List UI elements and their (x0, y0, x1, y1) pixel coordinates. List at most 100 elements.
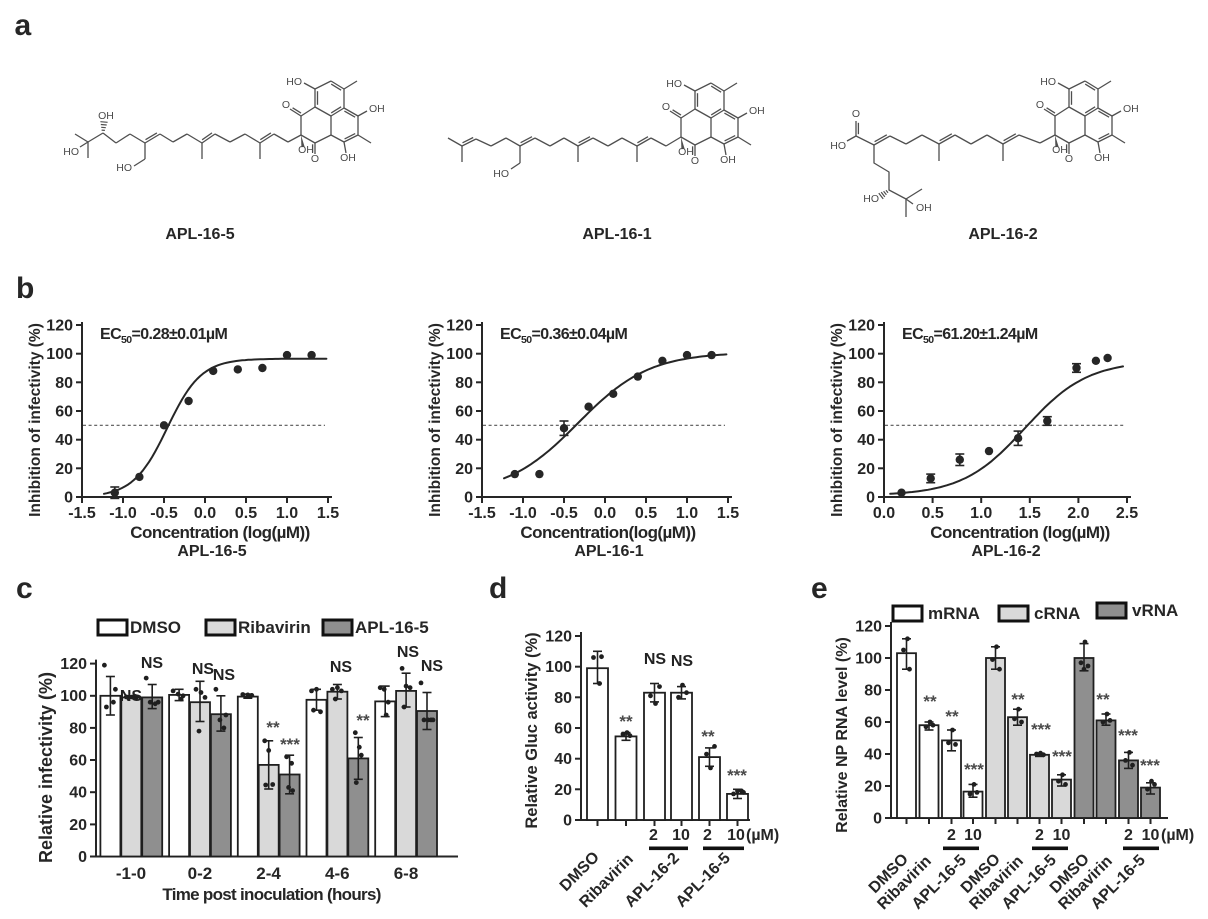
svg-text:APL-16-5: APL-16-5 (673, 850, 734, 911)
svg-text:NS: NS (120, 688, 143, 705)
svg-text:Relative infectivity (%): Relative infectivity (%) (36, 672, 56, 863)
svg-text:0: 0 (64, 490, 73, 507)
svg-text:6-8: 6-8 (394, 864, 419, 883)
svg-text:DMSO: DMSO (130, 618, 181, 637)
svg-text:120: 120 (545, 629, 572, 646)
svg-text:0: 0 (873, 811, 882, 828)
svg-text:80: 80 (455, 375, 473, 392)
svg-text:2.0: 2.0 (1067, 505, 1089, 522)
svg-text:100: 100 (46, 346, 73, 363)
svg-text:OH: OH (1052, 144, 1068, 156)
svg-text:OH: OH (98, 110, 114, 122)
svg-text:e: e (811, 572, 828, 605)
svg-text:HO: HO (830, 140, 846, 152)
svg-text:40: 40 (857, 432, 875, 449)
svg-text:**: ** (945, 707, 959, 726)
svg-text:2: 2 (947, 827, 956, 844)
svg-text:120: 120 (60, 656, 87, 673)
svg-text:-1-0: -1-0 (116, 864, 146, 883)
svg-text:OH: OH (916, 202, 932, 214)
svg-text:OH: OH (749, 105, 765, 117)
svg-text:0.5: 0.5 (921, 505, 943, 522)
svg-text:60: 60 (55, 404, 73, 421)
svg-text:-1.5: -1.5 (468, 505, 496, 522)
svg-text:40: 40 (455, 432, 473, 449)
svg-text:100: 100 (855, 651, 882, 668)
svg-text:APL-16-2: APL-16-2 (968, 226, 1037, 243)
svg-text:40: 40 (55, 432, 73, 449)
svg-text:APL-16-2: APL-16-2 (971, 543, 1040, 560)
svg-text:0: 0 (866, 490, 875, 507)
svg-text:100: 100 (545, 659, 572, 676)
svg-text:**: ** (1096, 690, 1110, 709)
svg-text:Concentration(log(µM)): Concentration(log(µM)) (520, 523, 695, 542)
svg-text:(µM): (µM) (1161, 827, 1194, 844)
svg-text:120: 120 (855, 619, 882, 636)
svg-text:0.0: 0.0 (594, 505, 616, 522)
svg-text:***: *** (1031, 720, 1051, 739)
svg-text:NS: NS (141, 655, 164, 672)
svg-text:HO: HO (666, 78, 682, 90)
svg-text:-0.5: -0.5 (150, 505, 178, 522)
svg-text:**: ** (619, 712, 633, 731)
svg-text:**: ** (266, 718, 280, 737)
svg-text:20: 20 (455, 461, 473, 478)
svg-text:***: *** (727, 766, 747, 785)
svg-text:EC50=0.36±0.04µM: EC50=0.36±0.04µM (500, 326, 628, 346)
svg-text:APL-16-5: APL-16-5 (355, 618, 429, 637)
svg-text:(µM): (µM) (746, 827, 779, 844)
svg-text:1.5: 1.5 (317, 505, 339, 522)
svg-text:OH: OH (1094, 152, 1110, 164)
svg-text:O: O (282, 99, 290, 111)
svg-text:1.5: 1.5 (717, 505, 739, 522)
svg-text:HO: HO (863, 193, 879, 205)
svg-text:60: 60 (455, 404, 473, 421)
svg-text:20: 20 (554, 782, 572, 799)
svg-text:60: 60 (857, 404, 875, 421)
svg-text:***: *** (1140, 756, 1160, 775)
svg-text:cRNA: cRNA (1034, 604, 1080, 623)
svg-text:HO: HO (493, 168, 509, 180)
svg-text:**: ** (701, 727, 715, 746)
svg-text:Inhibition of infectivity (%): Inhibition of infectivity (%) (427, 323, 444, 517)
svg-text:1.5: 1.5 (1019, 505, 1041, 522)
svg-text:0.5: 0.5 (235, 505, 257, 522)
svg-text:10: 10 (1053, 827, 1071, 844)
svg-text:a: a (15, 9, 32, 42)
svg-text:0: 0 (464, 490, 473, 507)
svg-text:HO: HO (286, 76, 302, 88)
svg-text:40: 40 (69, 785, 87, 802)
svg-text:Concentration (log(µM)): Concentration (log(µM)) (930, 523, 1109, 542)
svg-text:0: 0 (563, 813, 572, 830)
svg-text:60: 60 (864, 715, 882, 732)
svg-text:100: 100 (60, 688, 87, 705)
svg-text:Inhibition of infectivity (%): Inhibition of infectivity (%) (829, 323, 846, 517)
svg-text:OH: OH (1123, 103, 1139, 115)
svg-text:0-2: 0-2 (188, 864, 213, 883)
svg-text:120: 120 (46, 318, 73, 335)
svg-text:NS: NS (192, 661, 215, 678)
svg-text:OH: OH (298, 144, 314, 156)
svg-text:HO: HO (116, 162, 132, 174)
svg-text:d: d (489, 572, 507, 605)
svg-text:80: 80 (554, 690, 572, 707)
svg-text:2: 2 (1124, 827, 1133, 844)
svg-text:NS: NS (397, 644, 420, 661)
svg-text:c: c (16, 572, 33, 605)
svg-text:2: 2 (649, 827, 658, 844)
svg-text:100: 100 (446, 346, 473, 363)
svg-text:OH: OH (720, 154, 736, 166)
svg-text:1.0: 1.0 (970, 505, 992, 522)
svg-text:10: 10 (1142, 827, 1160, 844)
svg-text:10: 10 (727, 827, 745, 844)
svg-text:OH: OH (340, 152, 356, 164)
svg-text:-1.5: -1.5 (68, 505, 96, 522)
svg-text:OH: OH (369, 103, 385, 115)
svg-text:Concentration (log(µM)): Concentration (log(µM)) (130, 523, 309, 542)
svg-text:OH: OH (678, 146, 694, 158)
svg-text:4-6: 4-6 (325, 864, 350, 883)
svg-text:***: *** (280, 735, 300, 754)
svg-text:**: ** (923, 692, 937, 711)
svg-text:Relative NP RNA level (%): Relative NP RNA level (%) (834, 637, 851, 833)
svg-text:100: 100 (848, 346, 875, 363)
